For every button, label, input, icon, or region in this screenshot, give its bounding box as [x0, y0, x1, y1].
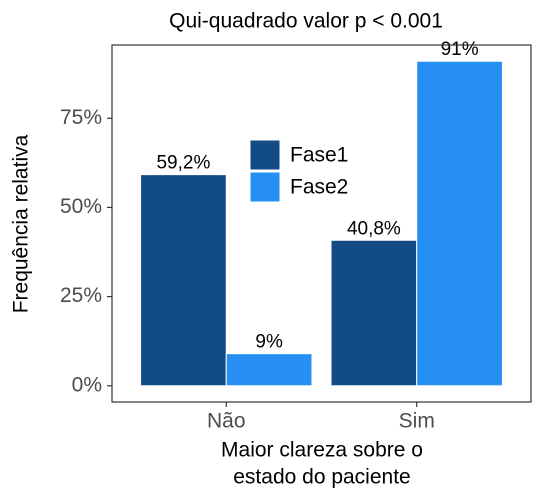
x-tick-label: Não [207, 410, 246, 433]
y-axis-label: Frequência relativa [10, 134, 33, 313]
legend-label: Fase2 [290, 176, 348, 199]
legend-label: Fase1 [290, 144, 348, 167]
bar [416, 60, 503, 387]
y-tick-label: 25% [60, 284, 102, 307]
plot-frame [111, 44, 532, 403]
x-tick-label: Sim [399, 410, 435, 433]
chart-title: Qui-quadrado valor p < 0.001 [169, 10, 443, 33]
y-tick-label: 0% [72, 373, 102, 396]
legend-swatch [249, 171, 281, 203]
bar [330, 239, 418, 387]
legend-swatch [249, 139, 281, 171]
x-axis-label: Maior clareza sobre o [221, 439, 423, 462]
value-label: 91% [441, 39, 479, 60]
bar [140, 174, 227, 387]
value-label: 9% [255, 332, 283, 353]
value-label: 40,8% [347, 218, 401, 239]
y-tick-label: 50% [60, 195, 102, 218]
y-tick-label: 75% [60, 106, 102, 129]
value-label: 59,2% [156, 153, 210, 174]
bar [225, 353, 313, 387]
x-axis-label: estado do paciente [233, 466, 410, 489]
